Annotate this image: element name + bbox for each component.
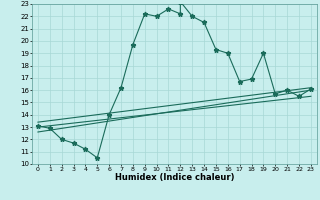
X-axis label: Humidex (Indice chaleur): Humidex (Indice chaleur) (115, 173, 234, 182)
